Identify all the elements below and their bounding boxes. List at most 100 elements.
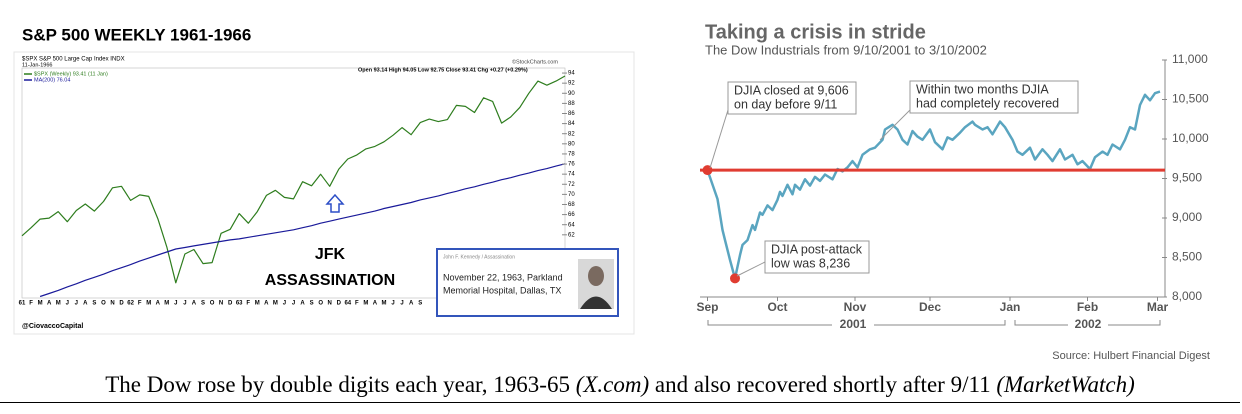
x-tick-label: M [273, 301, 278, 307]
x-tick-label: M [255, 301, 260, 307]
x-tick-label: M [164, 301, 169, 307]
x-tick-label: D [337, 301, 342, 307]
x-tick-label: D [228, 301, 233, 307]
source: Source: Hulbert Financial Digest [1052, 350, 1210, 362]
inset-line: Memorial Hospital, Dallas, TX [443, 285, 561, 295]
y-tick-label: 11,000 [1172, 52, 1208, 66]
annotation-box [909, 80, 1079, 114]
caption-source: (X.com) [575, 372, 650, 397]
x-tick-label: F [138, 301, 142, 307]
x-tick-label: O [318, 301, 323, 307]
date: 11-Jan-1966 [22, 62, 52, 68]
y-tick-label: 94 [568, 71, 575, 77]
y-tick-label: 78 [568, 152, 575, 158]
x-tick-label: M [38, 301, 43, 307]
quote: Open 93.14 High 94.05 Low 92.75 Close 93… [358, 67, 528, 73]
annotation-box [727, 81, 857, 115]
x-tick-label: A [409, 301, 414, 307]
x-tick-label: M [363, 301, 368, 307]
x-tick-label: N [110, 301, 114, 307]
x-tick-label: A [47, 301, 52, 307]
x-tick-label: Dec [919, 300, 941, 314]
x-tick-label: F [355, 301, 359, 307]
x-tick-label: Feb [1077, 300, 1098, 314]
year-bracket [707, 320, 1161, 326]
y-tick-label: 92 [568, 81, 575, 87]
x-tick-label: F [29, 301, 33, 307]
x-tick-label: J [283, 301, 286, 307]
x-tick-label: A [156, 301, 161, 307]
credit: ©StockCharts.com [512, 58, 558, 65]
x-tick-label: N [219, 301, 223, 307]
connector [709, 109, 729, 169]
annotation: Within two months DJIA [916, 82, 1049, 96]
y-tick-label: 9,000 [1172, 210, 1202, 224]
x-tick-label: J [391, 301, 394, 307]
x-tick-label: J [400, 301, 403, 307]
y-tick-label: 68 [568, 202, 575, 208]
annotation: DJIA post-attack [771, 242, 863, 256]
y-tick-label: 72 [568, 182, 575, 188]
x-tick-label: Nov [844, 300, 867, 314]
inset-header: John F. Kennedy / Assassination [443, 254, 515, 260]
left-plot-frame [21, 67, 566, 299]
x-tick-label: S [92, 301, 96, 307]
legend-label: $SPX (Weekly) 93.41 (11 Jan) [34, 71, 108, 77]
caption: The Dow rose by double digits each year,… [0, 368, 1240, 403]
x-tick-label: A [83, 301, 88, 307]
arrow [325, 193, 345, 213]
y-tick-label: 10,500 [1172, 92, 1209, 106]
x-tick-label: J [75, 301, 78, 307]
x-tick-label: Mar [1147, 300, 1169, 314]
series-line [39, 163, 566, 298]
connector [879, 109, 911, 141]
series-line [706, 90, 1161, 280]
y-tick-label: 10,000 [1172, 131, 1209, 145]
x-tick-label: A [192, 301, 197, 307]
x-tick-label: J [183, 301, 186, 307]
annotation: DJIA closed at 9,606 [734, 83, 849, 97]
x-tick-label: M [146, 301, 151, 307]
symbol-line: $SPX S&P 500 Large Cap Index INDX [22, 57, 125, 63]
x-tick-label: S [310, 301, 314, 307]
annotation: had completely recovered [916, 96, 1059, 110]
caption-source: (MarketWatch) [996, 372, 1135, 397]
annotation-box [764, 240, 870, 274]
plot-layer [21, 75, 1161, 298]
annotation: low was 8,236 [771, 256, 850, 270]
x-tick-label: A [373, 301, 378, 307]
y-tick-label: 66 [568, 212, 575, 218]
chart-subtitle: The Dow Industrials from 9/10/2001 to 3/… [705, 42, 987, 57]
x-tick-label: A [264, 301, 269, 307]
point-marker [702, 165, 713, 176]
x-tick-label: Oct [767, 300, 787, 314]
x-tick-label: J [292, 301, 295, 307]
photo-face [588, 266, 604, 286]
chart-title: Taking a crisis in stride [705, 21, 926, 43]
annotation: ASSASSINATION [265, 272, 395, 289]
y-tick-label: 88 [568, 101, 575, 107]
x-tick-label: A [300, 301, 305, 307]
x-tick-label: O [101, 301, 106, 307]
y-tick-label: 8,500 [1172, 250, 1202, 264]
x-tick-label: N [328, 301, 332, 307]
x-tick-label: 64 [344, 301, 351, 307]
y-tick-label: 70 [568, 192, 575, 198]
x-tick-label: J [174, 301, 177, 307]
y-tick-label: 84 [568, 121, 575, 127]
x-tick-label: Sep [696, 300, 718, 314]
year-label: 2001 [840, 317, 867, 331]
inset-line: November 22, 1963, Parkland [443, 272, 563, 282]
x-tick-label: Jan [1000, 300, 1021, 314]
year-label: 2002 [1075, 317, 1102, 331]
x-tick-label: J [66, 301, 69, 307]
y-tick-label: 90 [568, 91, 575, 97]
legend-label: MA(200) 76.04 [34, 77, 70, 83]
y-tick-label: 76 [568, 162, 575, 168]
chart-title: S&P 500 WEEKLY 1961-1966 [22, 25, 251, 44]
x-tick-label: S [418, 301, 422, 307]
annotation: JFK [315, 246, 346, 263]
y-tick-label: 62 [568, 232, 575, 238]
caption-text: The Dow rose by double digits each year,… [105, 372, 570, 397]
